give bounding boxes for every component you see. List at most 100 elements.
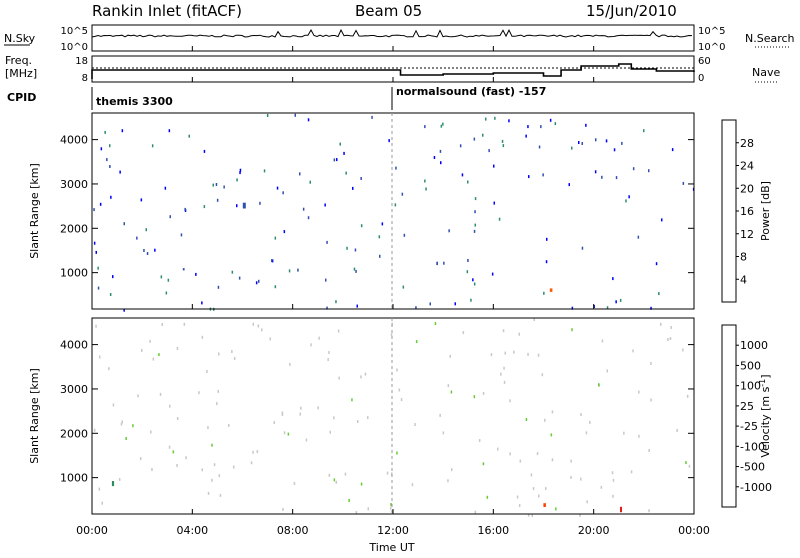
velocity-echo-cell bbox=[125, 437, 127, 440]
velocity-colorbar-tick-label: 100 bbox=[740, 380, 761, 393]
power-echo-cell bbox=[346, 246, 348, 250]
velocity-echo-cell bbox=[620, 506, 622, 513]
power-echo-cell bbox=[371, 115, 373, 119]
power-echo-cell bbox=[648, 169, 650, 173]
velocity-echo-cell bbox=[218, 352, 220, 356]
power-echo-cell bbox=[508, 119, 510, 123]
velocity-colorbar-frame bbox=[721, 324, 737, 508]
power-colorbar-tick-label: 16 bbox=[740, 205, 754, 218]
power-echo-cell bbox=[112, 275, 114, 279]
velocity-echo-cell bbox=[580, 477, 582, 481]
power-colorbar-tick-label: 24 bbox=[740, 160, 754, 173]
velocity-echo-cell bbox=[351, 398, 353, 402]
velocity-echo-cell bbox=[682, 348, 684, 352]
power-echo-cell bbox=[123, 222, 125, 226]
velocity-colorbar-tick-label: 25 bbox=[740, 400, 754, 413]
velocity-echo-cell bbox=[598, 383, 600, 387]
date-title: 15/Jun/2010 bbox=[586, 2, 677, 20]
power-echo-cell bbox=[95, 250, 97, 254]
velocity-panel-frame bbox=[91, 317, 695, 515]
power-echo-cell bbox=[188, 134, 190, 138]
noise-right-tick-top: 10^5 bbox=[698, 26, 725, 37]
velocity-echo-cell bbox=[250, 461, 253, 465]
velocity-echo-cell bbox=[462, 331, 465, 335]
power-echo-cell bbox=[440, 161, 442, 165]
velocity-echo-cell bbox=[355, 511, 358, 514]
velocity-echo-cell bbox=[217, 389, 219, 393]
power-echo-cell bbox=[474, 210, 476, 214]
velocity-echo-cell bbox=[612, 478, 615, 482]
velocity-echo-cell bbox=[211, 443, 213, 447]
velocity-echo-cell bbox=[252, 322, 254, 326]
time-tick-label: 00:00 bbox=[76, 524, 108, 537]
power-panel-frame bbox=[91, 112, 695, 310]
power-echo-cell bbox=[143, 249, 145, 252]
power-echo-cell bbox=[259, 201, 261, 205]
freq-unit-label: [MHz] bbox=[5, 67, 37, 80]
velocity-echo-cell bbox=[137, 394, 139, 398]
velocity-echo-cell bbox=[300, 406, 302, 410]
power-echo-cell bbox=[605, 139, 608, 143]
velocity-echo-cell bbox=[555, 507, 557, 511]
power-echo-cell bbox=[482, 133, 484, 137]
velocity-echo-cell bbox=[632, 349, 634, 353]
velocity-colorbar-label-sup: -1 bbox=[758, 379, 767, 387]
velocity-echo-cell bbox=[172, 450, 175, 454]
power-echo-cell bbox=[239, 171, 241, 175]
power-echo-cell bbox=[625, 199, 627, 203]
power-echo-cell bbox=[493, 164, 495, 168]
velocity-echo-cell bbox=[585, 431, 588, 435]
velocity-echo-cell bbox=[206, 370, 208, 373]
freq-label: Freq. bbox=[5, 54, 32, 67]
velocity-echo-cell bbox=[630, 470, 633, 474]
velocity-echo-cell bbox=[638, 434, 640, 438]
velocity-echo-cell bbox=[676, 429, 678, 432]
velocity-echo-cell bbox=[213, 463, 216, 467]
velocity-echo-cell bbox=[99, 355, 101, 359]
power-echo-cell bbox=[326, 306, 328, 310]
velocity-echo-cell bbox=[329, 430, 331, 434]
power-echo-cell bbox=[402, 285, 405, 289]
velocity-echo-cell bbox=[176, 417, 179, 420]
power-echo-cell bbox=[440, 124, 443, 128]
velocity-echo-cell bbox=[638, 390, 640, 394]
power-echo-cell bbox=[502, 144, 505, 148]
velocity-colorbar: 1000 500 100 25 -25 -100 -500 -1000 bbox=[721, 324, 772, 508]
velocity-echo-cell bbox=[396, 451, 398, 455]
power-ytick-label: 1000 bbox=[60, 267, 88, 280]
freq-left-tick-top: 18 bbox=[75, 56, 88, 67]
velocity-echo-cell bbox=[519, 459, 522, 463]
power-echo-cell bbox=[429, 302, 431, 306]
velocity-echo-cell bbox=[450, 390, 453, 394]
velocity-echo-cell bbox=[537, 353, 540, 357]
power-echo-cell bbox=[106, 158, 108, 162]
velocity-echo-cell bbox=[299, 412, 301, 416]
power-colorbar-tick-label: 20 bbox=[740, 182, 754, 195]
power-echo-cell bbox=[540, 125, 542, 129]
velocity-echo-cell bbox=[328, 473, 331, 477]
power-colorbar-tick-label: 28 bbox=[740, 137, 754, 150]
velocity-echo-cell bbox=[538, 494, 540, 498]
power-echo-cell bbox=[595, 138, 597, 142]
power-echo-cell bbox=[632, 167, 635, 171]
power-echo-cell bbox=[650, 306, 652, 310]
velocity-echo-cell bbox=[118, 478, 121, 481]
power-echo-cell bbox=[104, 130, 106, 134]
power-echo-cell bbox=[195, 272, 197, 276]
velocity-echo-cell bbox=[551, 410, 554, 414]
power-echo-cell bbox=[182, 268, 185, 271]
power-echo-cell bbox=[613, 148, 616, 152]
cpid-label: CPID bbox=[7, 91, 36, 104]
power-echo-cell bbox=[454, 302, 456, 306]
velocity-colorbar-tick-label: -25 bbox=[740, 420, 758, 433]
power-echo-cell bbox=[109, 293, 112, 296]
time-axis-label: Time UT bbox=[368, 541, 414, 554]
velocity-echo-cell bbox=[108, 367, 110, 371]
power-echo-cell bbox=[655, 262, 658, 266]
velocity-echo-cell bbox=[606, 369, 608, 373]
power-echo-cell bbox=[439, 149, 442, 153]
power-echo-cell bbox=[217, 285, 220, 289]
velocity-echo-cell bbox=[168, 445, 171, 449]
power-echo-cell bbox=[352, 186, 354, 190]
power-echo-cell bbox=[180, 233, 183, 237]
